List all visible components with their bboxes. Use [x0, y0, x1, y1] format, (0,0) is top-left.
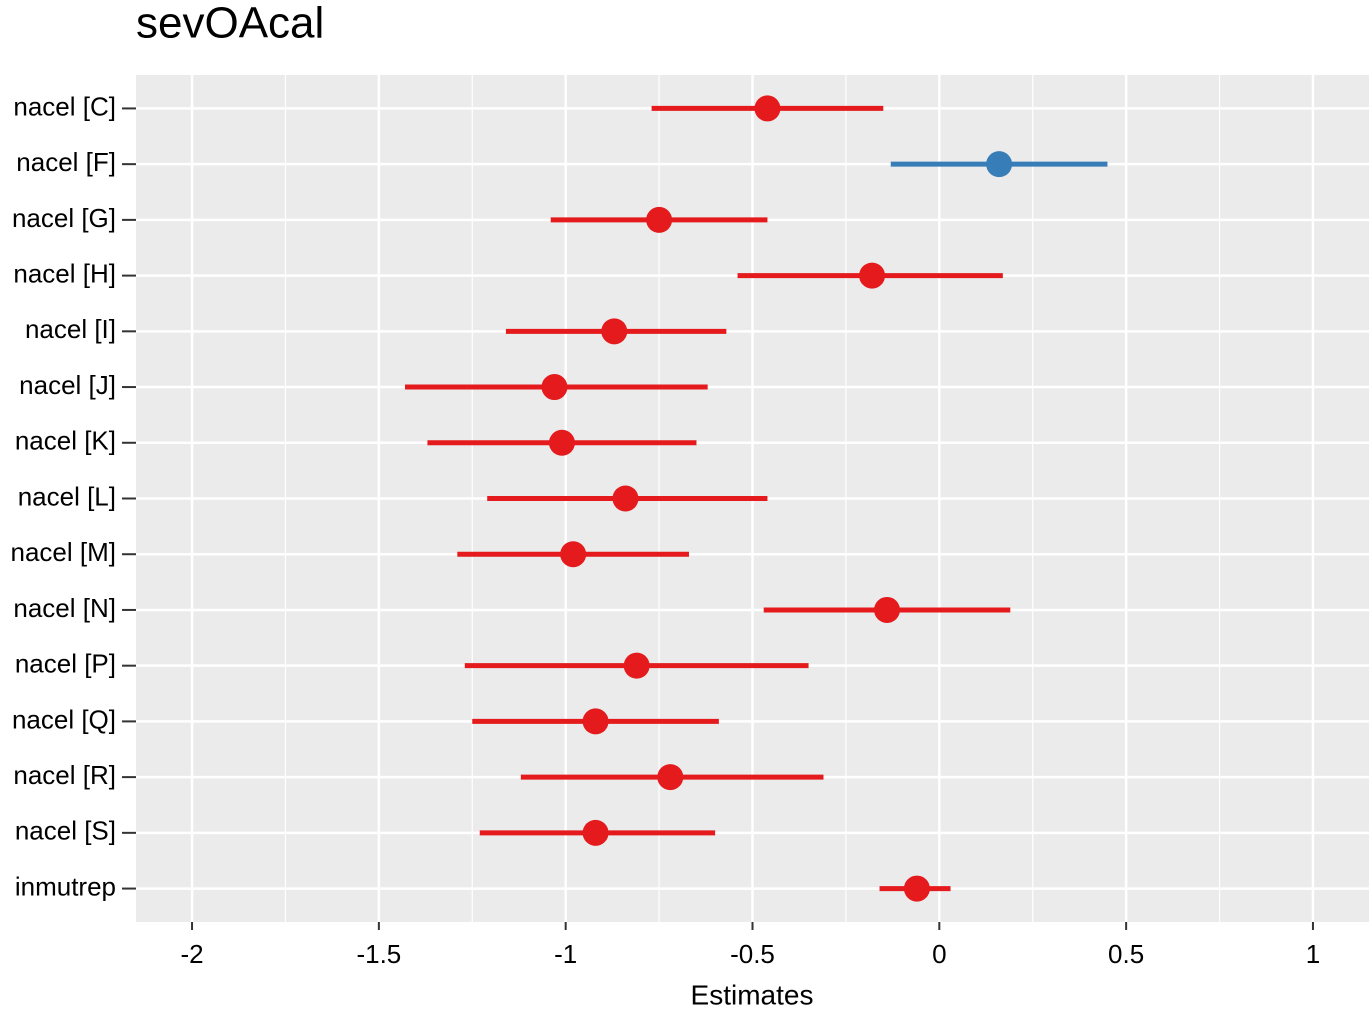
- point: [657, 764, 684, 791]
- point: [560, 541, 587, 568]
- y-tick-label: nacel [K]: [15, 426, 116, 456]
- point: [612, 485, 639, 512]
- point: [582, 819, 609, 846]
- point: [986, 151, 1013, 178]
- y-tick-label: nacel [R]: [13, 760, 116, 790]
- y-tick-label: nacel [S]: [15, 816, 116, 846]
- point: [623, 652, 650, 679]
- point: [754, 95, 781, 122]
- y-tick-label: nacel [F]: [16, 147, 116, 177]
- y-tick-label: nacel [N]: [13, 593, 116, 623]
- point: [541, 374, 568, 401]
- y-tick-label: nacel [M]: [11, 537, 117, 567]
- point: [859, 262, 886, 289]
- y-tick-label: nacel [J]: [19, 370, 116, 400]
- x-axis-label: Estimates: [691, 979, 814, 1009]
- y-tick-label: nacel [G]: [12, 203, 116, 233]
- y-tick-label: inmutrep: [15, 871, 116, 901]
- point: [646, 206, 673, 233]
- point: [601, 318, 628, 345]
- point: [548, 429, 575, 456]
- y-tick-label: nacel [I]: [25, 314, 116, 344]
- y-tick-label: nacel [H]: [13, 258, 116, 288]
- x-tick-label: 0.5: [1108, 939, 1144, 969]
- x-tick-label: -0.5: [730, 939, 775, 969]
- point: [903, 875, 930, 902]
- y-tick-label: nacel [C]: [13, 91, 116, 121]
- y-tick-label: nacel [P]: [15, 649, 116, 679]
- x-tick-label: -1.5: [356, 939, 401, 969]
- point: [874, 596, 901, 623]
- point: [582, 708, 609, 735]
- chart-title: sevOAcal: [136, 0, 324, 48]
- x-tick-label: 0: [932, 939, 946, 969]
- y-tick-label: nacel [Q]: [12, 704, 116, 734]
- x-tick-label: -1: [554, 939, 577, 969]
- x-tick-label: -2: [180, 939, 203, 969]
- x-tick-label: 1: [1306, 939, 1320, 969]
- y-tick-label: nacel [L]: [18, 481, 116, 511]
